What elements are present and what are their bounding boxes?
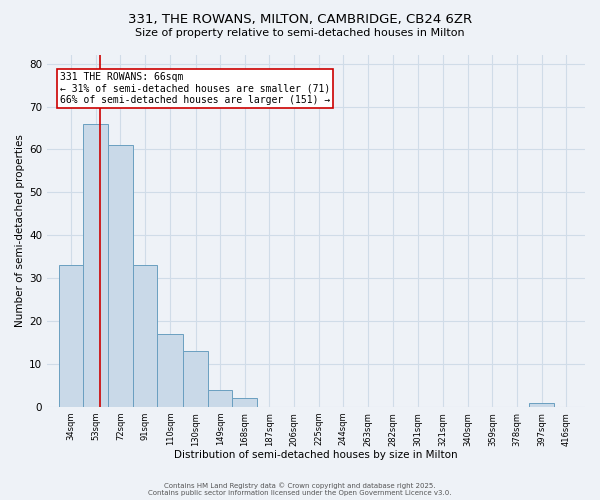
Bar xyxy=(133,266,157,407)
Text: Size of property relative to semi-detached houses in Milton: Size of property relative to semi-detach… xyxy=(135,28,465,38)
Bar xyxy=(157,334,183,407)
Bar xyxy=(529,402,554,407)
X-axis label: Distribution of semi-detached houses by size in Milton: Distribution of semi-detached houses by … xyxy=(174,450,458,460)
Bar xyxy=(59,266,83,407)
Y-axis label: Number of semi-detached properties: Number of semi-detached properties xyxy=(15,134,25,328)
Text: Contains public sector information licensed under the Open Government Licence v3: Contains public sector information licen… xyxy=(148,490,452,496)
Text: 331, THE ROWANS, MILTON, CAMBRIDGE, CB24 6ZR: 331, THE ROWANS, MILTON, CAMBRIDGE, CB24… xyxy=(128,12,472,26)
Text: 331 THE ROWANS: 66sqm
← 31% of semi-detached houses are smaller (71)
66% of semi: 331 THE ROWANS: 66sqm ← 31% of semi-deta… xyxy=(60,72,331,106)
Bar xyxy=(83,124,108,407)
Bar xyxy=(183,351,208,407)
Bar xyxy=(108,145,133,407)
Bar xyxy=(208,390,232,407)
Text: Contains HM Land Registry data © Crown copyright and database right 2025.: Contains HM Land Registry data © Crown c… xyxy=(164,482,436,489)
Bar xyxy=(232,398,257,407)
